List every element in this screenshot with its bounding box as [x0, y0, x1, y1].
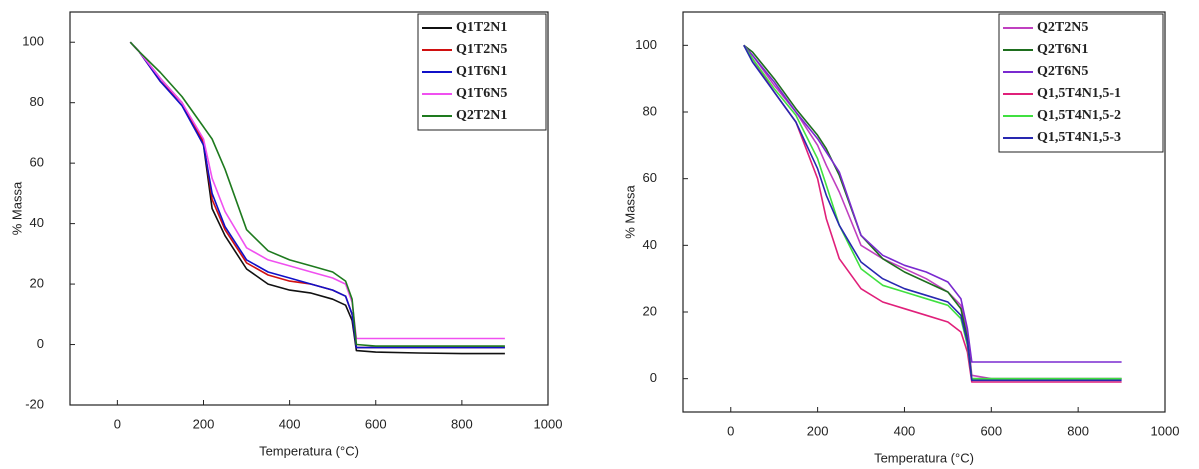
- y-tick-label: 100: [635, 37, 657, 52]
- y-axis-label: % Massa: [622, 185, 637, 239]
- x-tick-label: 800: [451, 416, 473, 431]
- series-line: [743, 44, 1122, 380]
- legend-label: Q2T2N5: [1037, 20, 1088, 35]
- y-tick-label: 20: [643, 303, 657, 318]
- plot-frame: [69, 11, 549, 406]
- x-tick-label: 0: [727, 423, 734, 438]
- plot-frame: [682, 11, 1166, 413]
- legend-label: Q2T6N5: [1037, 64, 1088, 79]
- legend-label: Q1,5T4N1,5-2: [1037, 108, 1121, 123]
- x-tick-label: 1000: [1151, 423, 1180, 438]
- y-tick-label: 0: [37, 336, 44, 351]
- y-tick-label: 60: [30, 155, 44, 170]
- legend-label: Q1,5T4N1,5-1: [1037, 86, 1121, 101]
- series-line: [129, 41, 505, 347]
- x-tick-label: 1000: [534, 416, 563, 431]
- legend-label: Q2T2N1: [456, 108, 507, 123]
- y-tick-label: 20: [30, 276, 44, 291]
- series-line: [743, 44, 1122, 363]
- y-tick-label: 0: [650, 370, 657, 385]
- x-tick-label: 400: [279, 416, 301, 431]
- x-axis-label: Temperatura (°C): [259, 443, 359, 458]
- series-line: [129, 41, 505, 340]
- y-tick-label: 80: [643, 103, 657, 118]
- x-tick-label: 200: [807, 423, 829, 438]
- y-tick-label: 40: [30, 215, 44, 230]
- y-tick-label: 80: [30, 94, 44, 109]
- y-tick-label: -20: [25, 396, 44, 411]
- y-tick-label: 40: [643, 237, 657, 252]
- legend-label: Q2T6N1: [1037, 42, 1088, 57]
- y-tick-label: 60: [643, 170, 657, 185]
- x-tick-label: 600: [980, 423, 1002, 438]
- legend-label: Q1,5T4N1,5-3: [1037, 130, 1121, 145]
- y-tick-label: 100: [22, 34, 44, 49]
- x-tick-label: 200: [193, 416, 215, 431]
- legend-box: [998, 13, 1164, 153]
- legend-label: Q1T2N5: [456, 42, 507, 57]
- legend-label: Q1T6N1: [456, 64, 507, 79]
- series-line: [129, 41, 505, 349]
- x-tick-label: 0: [114, 416, 121, 431]
- x-tick-label: 600: [365, 416, 387, 431]
- x-tick-label: 400: [894, 423, 916, 438]
- x-axis-label: Temperatura (°C): [874, 450, 974, 465]
- legend-label: Q1T2N1: [456, 20, 507, 35]
- x-tick-label: 800: [1067, 423, 1089, 438]
- legend-label: Q1T6N5: [456, 86, 507, 101]
- series-line: [743, 44, 1122, 382]
- y-axis-label: % Massa: [9, 181, 24, 235]
